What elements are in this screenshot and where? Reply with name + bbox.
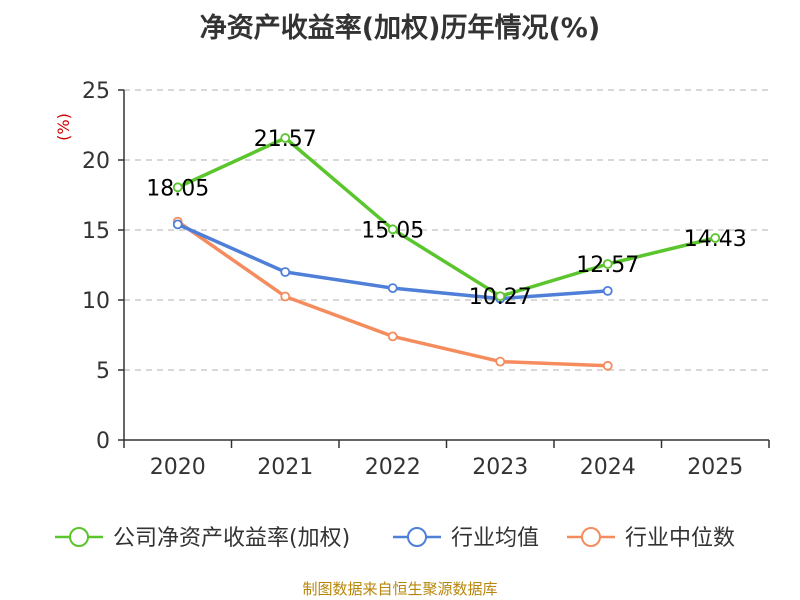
series-point-0 xyxy=(280,133,291,143)
legend-swatch-marker xyxy=(581,527,601,547)
x-tick-label: 2022 xyxy=(365,455,421,480)
data-label: 12.57 xyxy=(576,253,639,278)
series-point-1 xyxy=(280,267,291,277)
data-label: 15.05 xyxy=(361,218,424,243)
series-point-1 xyxy=(602,285,613,296)
legend-item-0[interactable]: 公司净资产收益率(加权) xyxy=(55,526,350,551)
legend-swatch-marker xyxy=(407,527,427,547)
source-note: 制图数据来自恒生聚源数据库 xyxy=(302,580,498,598)
x-tick-label: 2024 xyxy=(580,455,636,480)
series-point-0 xyxy=(602,259,613,269)
data-label: 21.57 xyxy=(254,127,317,152)
y-axis-label: (%) xyxy=(54,113,73,141)
data-labels: 18.05 21.57 15.05 10.27 12.57 14.43 xyxy=(146,127,746,310)
series-point-0 xyxy=(710,233,721,243)
x-tick-label: 2023 xyxy=(472,455,528,480)
series-point-0 xyxy=(172,182,183,193)
x-tick-label: 2025 xyxy=(687,455,743,480)
series-line-0 xyxy=(177,136,716,298)
series-point-0 xyxy=(495,291,506,302)
legend-item-2[interactable]: 行业中位数 xyxy=(567,526,735,551)
series-point-2 xyxy=(280,291,291,302)
data-label: 10.27 xyxy=(469,285,532,310)
x-tick-label: 2020 xyxy=(150,455,206,480)
series-point-2 xyxy=(495,356,506,367)
gridlines xyxy=(124,89,769,371)
legend: 公司净资产收益率(加权) 行业均值 行业中位数 xyxy=(55,526,735,551)
y-tick-label: 25 xyxy=(82,79,110,104)
series-point-1 xyxy=(387,283,398,294)
data-label: 14.43 xyxy=(684,227,747,252)
y-tick-label: 15 xyxy=(82,219,110,244)
y-tick-label: 0 xyxy=(96,429,110,454)
legend-swatch-marker xyxy=(69,527,89,547)
y-tick-label: 20 xyxy=(82,149,110,174)
x-tick-label: 2021 xyxy=(257,455,313,480)
chart-title: 净资产收益率(加权)历年情况(%) xyxy=(199,13,601,44)
legend-label: 行业中位数 xyxy=(625,526,735,551)
series-point-2 xyxy=(602,360,613,371)
series-point-0 xyxy=(387,224,398,235)
series xyxy=(172,133,721,371)
series-point-2 xyxy=(387,331,398,342)
data-label: 18.05 xyxy=(146,176,209,201)
y-tick-label: 5 xyxy=(96,359,110,384)
series-point-1 xyxy=(172,219,183,230)
y-tick-label: 10 xyxy=(82,289,110,314)
legend-label: 行业均值 xyxy=(451,526,539,551)
legend-label: 公司净资产收益率(加权) xyxy=(113,526,350,551)
legend-item-1[interactable]: 行业均值 xyxy=(393,526,539,551)
